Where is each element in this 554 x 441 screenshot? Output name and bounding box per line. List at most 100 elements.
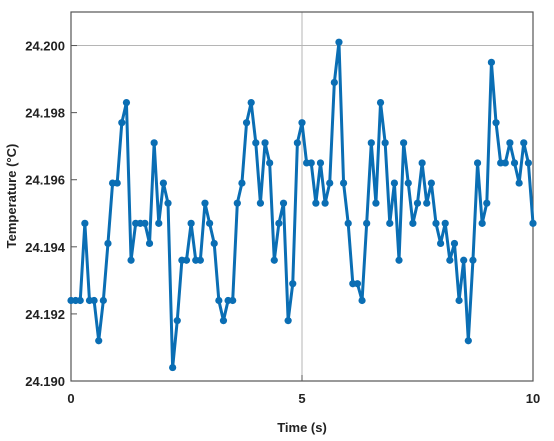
data-point — [122, 98, 131, 107]
data-point — [279, 199, 288, 207]
data-point — [187, 219, 195, 227]
data-point — [520, 139, 528, 147]
data-point — [506, 139, 514, 147]
x-axis-label: Time (s) — [277, 420, 327, 435]
data-point — [446, 256, 454, 264]
data-point — [386, 219, 394, 227]
data-point — [510, 159, 519, 167]
data-point — [395, 256, 403, 264]
data-point — [353, 280, 362, 288]
data-point — [270, 256, 278, 264]
data-point — [150, 139, 158, 147]
data-point — [284, 317, 292, 325]
y-tick-label: 24.200 — [25, 39, 65, 54]
x-tick-label: 5 — [298, 391, 305, 406]
data-point — [418, 159, 426, 167]
data-point — [206, 219, 214, 227]
data-point — [113, 179, 121, 187]
data-point — [469, 256, 477, 264]
data-point — [247, 98, 255, 107]
data-point — [460, 256, 468, 264]
data-point — [381, 139, 389, 147]
data-point — [321, 199, 329, 207]
data-point — [99, 296, 107, 305]
data-point — [441, 219, 449, 227]
data-point — [219, 317, 228, 325]
data-point — [390, 179, 398, 187]
data-point — [487, 58, 496, 66]
x-tick-label: 10 — [526, 391, 540, 406]
data-point — [173, 317, 181, 325]
data-point — [312, 199, 320, 207]
data-point — [344, 219, 352, 227]
data-point — [367, 139, 375, 147]
data-point — [266, 159, 274, 167]
data-point — [483, 199, 491, 207]
data-point — [464, 337, 472, 345]
data-point — [400, 139, 408, 147]
y-tick-label: 24.198 — [25, 106, 65, 121]
data-point — [289, 280, 297, 288]
data-point — [335, 38, 343, 46]
data-point — [81, 219, 89, 227]
data-point — [372, 199, 380, 207]
data-point — [450, 239, 459, 248]
data-point — [104, 239, 112, 248]
data-point — [427, 179, 435, 187]
data-point — [233, 199, 241, 207]
data-point — [169, 363, 177, 372]
data-point — [252, 139, 260, 147]
data-point — [307, 159, 315, 167]
data-point — [423, 199, 431, 207]
y-tick-label: 24.192 — [25, 307, 65, 322]
data-point — [473, 159, 482, 167]
data-point — [238, 179, 246, 187]
y-tick-label: 24.196 — [25, 173, 65, 188]
data-point — [242, 119, 251, 127]
data-point — [298, 119, 306, 127]
data-point — [326, 179, 334, 187]
data-point — [358, 296, 366, 305]
data-point — [492, 119, 500, 127]
data-point — [376, 98, 385, 107]
data-point — [164, 199, 172, 207]
data-point — [118, 119, 126, 127]
data-point — [339, 179, 348, 187]
data-point — [409, 219, 417, 227]
data-point — [316, 159, 325, 167]
data-point — [404, 179, 412, 187]
data-point — [261, 139, 269, 147]
data-point — [363, 219, 371, 227]
x-tick-label: 0 — [67, 391, 74, 406]
data-point — [141, 219, 149, 227]
data-point — [478, 219, 486, 227]
data-point — [182, 256, 191, 264]
y-tick-label: 24.190 — [25, 374, 65, 389]
data-point — [155, 219, 163, 227]
series-layer — [67, 38, 537, 372]
data-point — [127, 256, 135, 264]
data-point — [215, 296, 223, 305]
y-tick-label: 24.194 — [25, 240, 66, 255]
data-point — [76, 296, 84, 305]
data-point — [455, 296, 463, 305]
data-point — [256, 199, 265, 207]
data-point — [437, 239, 445, 248]
data-point — [515, 179, 523, 187]
data-point — [275, 219, 283, 227]
data-point — [413, 199, 422, 207]
data-point — [501, 159, 509, 167]
data-point — [210, 239, 218, 248]
data-point — [95, 337, 103, 345]
data-point — [529, 219, 537, 227]
axis-ticks: 0 5 10 24.190 24.192 24.194 24.196 24.198 24.200 — [25, 39, 540, 406]
data-point — [330, 78, 338, 87]
data-point — [201, 199, 209, 207]
y-axis-label: Temperature (°C) — [4, 144, 19, 249]
data-point — [90, 296, 98, 305]
data-point — [293, 139, 301, 147]
data-point — [229, 296, 237, 305]
data-point — [524, 159, 532, 167]
gridlines — [71, 12, 533, 381]
